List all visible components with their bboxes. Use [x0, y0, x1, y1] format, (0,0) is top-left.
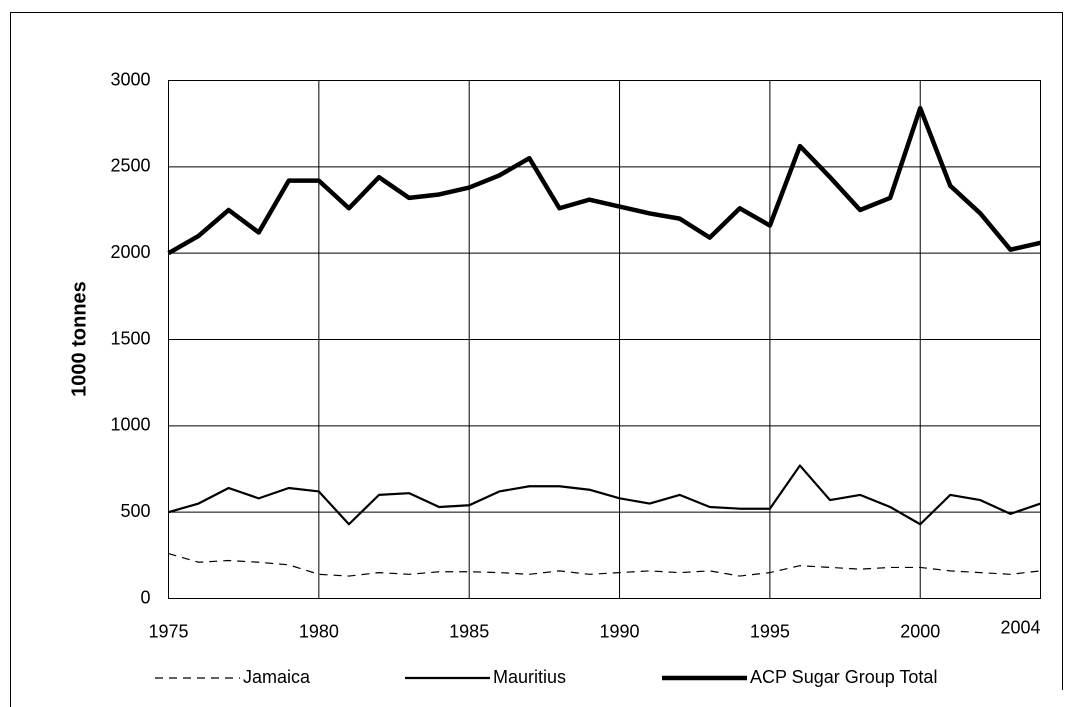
frame: [10, 12, 1063, 707]
legend-label: ACP Sugar Group Total: [750, 667, 937, 687]
x-tick-label: 2004: [1000, 617, 1040, 637]
line-series: [168, 464, 1041, 526]
y-tick-label: 0: [140, 587, 150, 607]
x-tick-label: 1985: [449, 621, 489, 641]
y-tick-label: 2000: [110, 242, 150, 262]
y-tick-label: 1500: [110, 328, 150, 348]
x-tick-label: 1995: [750, 621, 790, 641]
x-tick-label: 1990: [600, 621, 640, 641]
y-tick-label: 3000: [110, 69, 150, 89]
line-series: [167, 105, 1042, 256]
legend-label: Mauritius: [493, 667, 566, 687]
line-series: [168, 553, 1041, 577]
y-tick-label: 1000: [110, 415, 150, 435]
x-tick-label: 1975: [148, 621, 188, 641]
x-tick-label: 2000: [900, 621, 940, 641]
x-tick-label: 1980: [299, 621, 339, 641]
legend-label: Jamaica: [243, 667, 311, 687]
y-tick-label: 2500: [110, 156, 150, 176]
y-tick-label: 500: [120, 501, 150, 521]
y-axis-label: 1000 tonnes: [68, 281, 90, 397]
